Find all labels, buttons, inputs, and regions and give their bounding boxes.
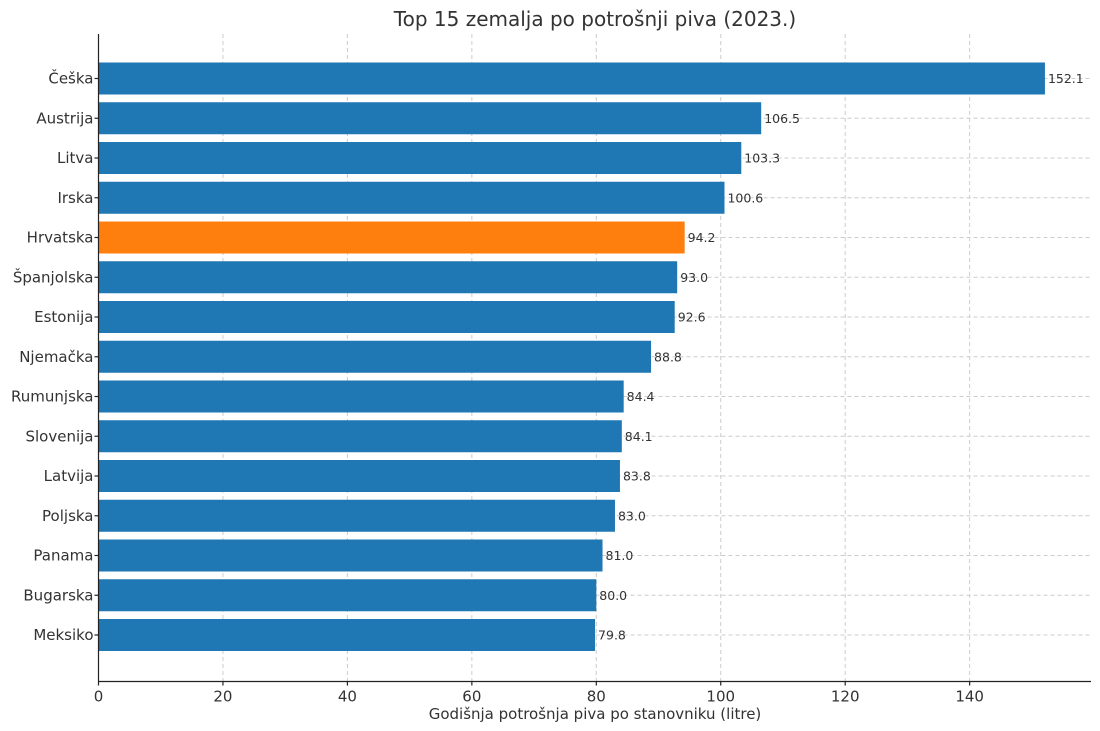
bar-njemačka	[98, 340, 652, 373]
category-labels: Češka Austrija Litva Irska Hrvatska Španjolsk…	[11, 69, 93, 645]
value-label: 92.6	[678, 310, 706, 325]
category-label: Panama	[33, 547, 93, 565]
x-tick-label: 20	[213, 688, 232, 706]
category-label: Poljska	[42, 507, 93, 525]
category-label: Latvija	[44, 467, 94, 485]
value-label: 83.8	[623, 469, 651, 484]
x-tick-label: 120	[831, 688, 860, 706]
bar-češka	[98, 62, 1045, 95]
category-label: Rumunjska	[11, 388, 93, 406]
category-label: Španjolska	[13, 267, 94, 286]
bar-slovenija	[98, 420, 622, 453]
value-label: 83.0	[618, 508, 646, 523]
value-label: 79.8	[598, 628, 626, 643]
value-labels: 152.1 106.5 103.3 100.6 94.2 93.0 92.6 88.8 84.4…	[598, 71, 1084, 643]
x-axis-label: Godišnja potrošnja piva po stanovniku (l…	[429, 705, 762, 723]
bar-rumunjska	[98, 380, 624, 413]
category-label: Irska	[57, 189, 93, 207]
bar-španjolska	[98, 261, 678, 294]
x-tick-label: 60	[462, 688, 481, 706]
bar-meksiko	[98, 619, 596, 651]
value-label: 103.3	[744, 151, 780, 166]
bars	[98, 62, 1045, 651]
value-label: 94.2	[688, 230, 716, 245]
x-tick-label: 140	[955, 688, 984, 706]
category-label: Češka	[48, 69, 93, 88]
axes	[94, 34, 1091, 686]
category-label: Austrija	[36, 109, 93, 127]
bar-austrija	[98, 102, 762, 135]
bar-poljska	[98, 499, 615, 532]
bar-litva	[98, 142, 742, 174]
grid-lines	[98, 34, 1091, 682]
bar-irska	[98, 181, 725, 214]
x-tick-label: 0	[94, 688, 104, 706]
value-label: 81.0	[606, 548, 634, 563]
bar-panama	[98, 539, 603, 572]
x-tick-label: 80	[587, 688, 606, 706]
category-label: Estonija	[34, 308, 93, 326]
x-tick-labels: 0 20 40 60 80 100 120 140	[94, 688, 984, 706]
category-label: Hrvatska	[27, 229, 94, 247]
bar-hrvatska	[98, 221, 685, 254]
category-label: Meksiko	[33, 626, 93, 644]
category-label: Njemačka	[19, 348, 93, 366]
value-label: 152.1	[1048, 71, 1084, 86]
category-label: Litva	[57, 149, 93, 167]
value-label: 84.4	[627, 389, 655, 404]
category-label: Slovenija	[25, 427, 93, 445]
value-label: 80.0	[599, 588, 627, 603]
x-tick-label: 40	[338, 688, 357, 706]
bar-latvija	[98, 460, 620, 492]
x-tick-label: 100	[706, 688, 735, 706]
category-label: Bugarska	[23, 586, 93, 604]
bar-bugarska	[98, 579, 597, 612]
value-label: 93.0	[680, 270, 708, 285]
value-label: 84.1	[625, 429, 653, 444]
value-label: 100.6	[727, 190, 763, 205]
chart-title: Top 15 zemalja po potrošnji piva (2023.)	[393, 7, 796, 31]
bar-estonija	[98, 301, 675, 333]
value-label: 88.8	[654, 349, 682, 364]
value-label: 106.5	[764, 111, 800, 126]
